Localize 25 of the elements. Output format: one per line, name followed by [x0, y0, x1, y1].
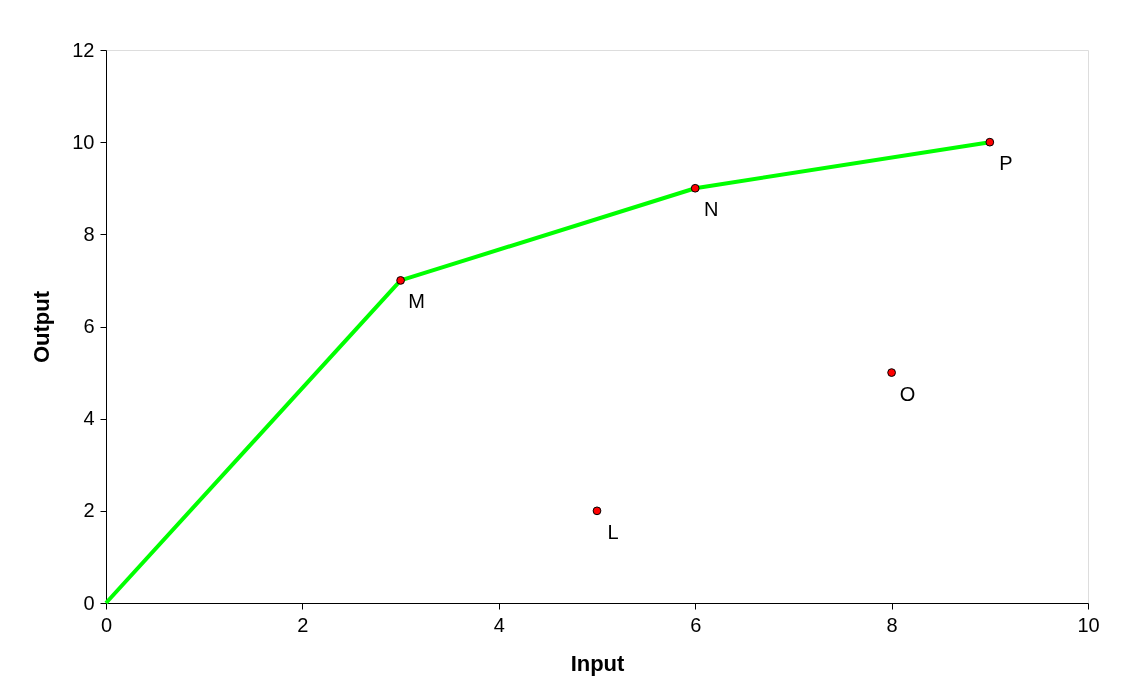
- y-tick-label: 0: [83, 591, 95, 614]
- y-tick-label: 8: [83, 222, 95, 245]
- point: [887, 368, 896, 377]
- x-axis-title: Input: [570, 650, 626, 676]
- x-tick-label: 10: [1077, 613, 1100, 636]
- point: [396, 276, 405, 285]
- x-tick-label: 0: [100, 613, 113, 636]
- y-axis-title: Output: [29, 290, 55, 364]
- annotation: L: [607, 520, 619, 543]
- annotation: P: [999, 152, 1013, 175]
- x-tick-label: 8: [886, 613, 898, 636]
- y-tick-label: 6: [83, 315, 95, 337]
- y-tick-label: 2: [83, 499, 95, 522]
- y-tick-label: 10: [72, 130, 95, 153]
- x-tick-label: 2: [297, 613, 309, 636]
- y-tick-label: 12: [72, 38, 95, 61]
- point: [592, 506, 602, 516]
- annotation: N: [703, 198, 719, 221]
- annotation: O: [899, 382, 916, 405]
- x-tick-label: 4: [493, 613, 505, 636]
- point: [690, 183, 700, 193]
- point: [985, 137, 995, 147]
- annotation: M: [408, 290, 425, 313]
- x-tick-label: 6: [690, 613, 702, 636]
- y-tick-label: 4: [83, 407, 95, 430]
